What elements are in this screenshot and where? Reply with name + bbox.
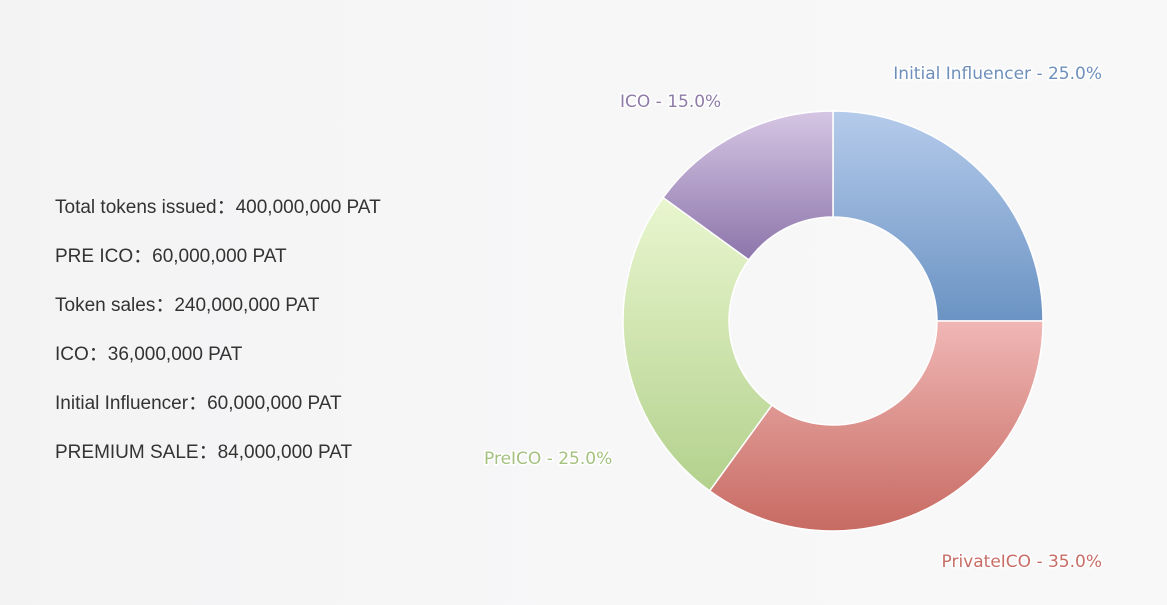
token-allocation-list: Total tokens issued：400,000,000 PAT PRE … [55, 195, 381, 489]
info-separator: ： [216, 197, 236, 218]
info-value: 36,000,000 PAT [107, 344, 243, 365]
info-value: 84,000,000 PAT [217, 442, 353, 463]
info-separator: ： [88, 344, 108, 365]
info-item-total-tokens: Total tokens issued：400,000,000 PAT [55, 195, 381, 244]
info-separator: ： [198, 442, 218, 463]
donut-slices [622, 110, 1044, 532]
info-label: PREMIUM SALE [55, 442, 199, 463]
info-value: 240,000,000 PAT [174, 295, 320, 316]
info-value: 60,000,000 PAT [207, 393, 342, 414]
slice-privateico [708, 320, 1044, 532]
info-separator: ： [188, 393, 208, 414]
donut-labels: Initial Influencer - 25.0% PrivateICO - 3… [483, 63, 1104, 574]
info-label: Token sales [55, 295, 156, 316]
info-item-ico: ICO：36,000,000 PAT [55, 342, 381, 391]
slice-label-preico: PreICO - 25.0% [484, 449, 612, 469]
slice-label-initial-influencer: Initial Influencer - 25.0% [893, 64, 1102, 84]
info-separator: ： [155, 295, 175, 316]
info-label: PRE ICO [55, 246, 134, 267]
info-value: 400,000,000 PAT [235, 197, 381, 218]
slice-initial-influencer [832, 110, 1044, 322]
info-separator: ： [133, 246, 153, 267]
info-item-initial-influencer: Initial Influencer：60,000,000 PAT [55, 391, 381, 440]
slice-ico [662, 110, 834, 261]
info-item-premium-sale: PREMIUM SALE：84,000,000 PAT [55, 440, 381, 489]
info-value: 60,000,000 PAT [152, 246, 287, 267]
info-item-pre-ico: PRE ICO：60,000,000 PAT [55, 244, 381, 293]
info-label: Initial Influencer [55, 393, 189, 414]
info-label: Total tokens issued [55, 197, 217, 218]
info-label: ICO [55, 344, 89, 365]
slice-preico [622, 196, 773, 492]
slice-label-ico: ICO - 15.0% [620, 92, 721, 112]
slice-label-privateico: PrivateICO - 35.0% [942, 552, 1102, 572]
info-item-token-sales: Token sales：240,000,000 PAT [55, 293, 381, 342]
